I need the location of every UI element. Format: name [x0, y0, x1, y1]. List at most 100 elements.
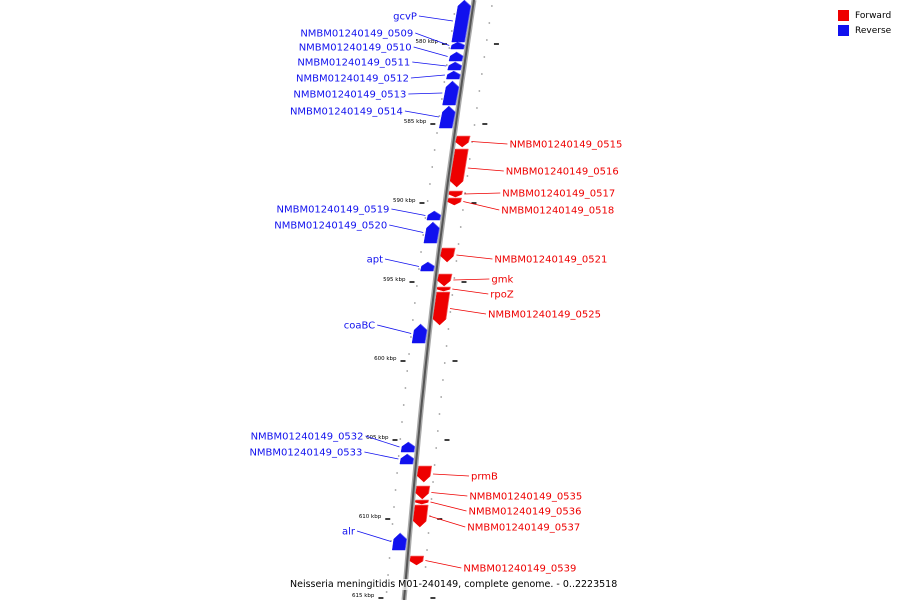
gene-label-NMBM01240149_0518[interactable]: NMBM01240149_0518 — [501, 206, 614, 217]
leader-line — [471, 141, 508, 145]
gene-label-NMBM01240149_0533[interactable]: NMBM01240149_0533 — [249, 448, 362, 459]
gene-arrow-highlight — [439, 273, 453, 281]
gene-label-NMBM01240149_0525[interactable]: NMBM01240149_0525 — [488, 310, 601, 321]
gene-arrow-alr[interactable] — [392, 532, 408, 551]
gene-label-NMBM01240149_0537[interactable]: NMBM01240149_0537 — [467, 523, 580, 534]
gene-arrow-highlight — [448, 197, 463, 202]
gene-arrow-NMBM01240149_0535[interactable] — [415, 485, 431, 500]
gene-arrow-highlight — [410, 555, 425, 562]
gene-arrow-apt[interactable] — [420, 261, 435, 272]
gene-arrow-gmk[interactable] — [437, 273, 453, 287]
gene-label-prmB[interactable]: prmB — [471, 472, 498, 483]
gene-arrow-highlight — [399, 532, 408, 551]
gene-label-NMBM01240149_0513[interactable]: NMBM01240149_0513 — [293, 90, 406, 101]
gene-label-gmk[interactable]: gmk — [491, 275, 513, 286]
leader-line — [412, 61, 447, 67]
gene-arrow-highlight — [457, 135, 471, 143]
gene-label-NMBM01240149_0536[interactable]: NMBM01240149_0536 — [468, 507, 581, 518]
gene-label-NMBM01240149_0535[interactable]: NMBM01240149_0535 — [469, 492, 582, 503]
leader-line — [389, 224, 424, 233]
gene-arrow-NMBM01240149_0517[interactable] — [448, 190, 464, 198]
gene-label-NMBM01240149_0519[interactable]: NMBM01240149_0519 — [276, 205, 389, 216]
leader-line — [431, 492, 468, 497]
gene-arrow-NMBM01240149_0521[interactable] — [440, 247, 456, 263]
gene-label-NMBM01240149_0515[interactable]: NMBM01240149_0515 — [509, 140, 622, 151]
gene-label-NMBM01240149_0521[interactable]: NMBM01240149_0521 — [494, 255, 607, 266]
gene-arrow-NMBM01240149_0514[interactable] — [438, 105, 456, 129]
gene-arrow-NMBM01240149_0520[interactable] — [423, 221, 440, 244]
scale-tick-label: 580 kbp — [416, 39, 439, 45]
gene-label-NMBM01240149_0520[interactable]: NMBM01240149_0520 — [274, 221, 387, 232]
gene-label-NMBM01240149_0539[interactable]: NMBM01240149_0539 — [463, 564, 576, 575]
leader-line — [425, 560, 462, 569]
leader-line — [408, 92, 443, 95]
gene-arrow-NMBM01240149_0539[interactable] — [409, 555, 425, 566]
gene-arrow-highlight — [408, 441, 416, 453]
gene-arrow-rpoZ[interactable] — [436, 286, 451, 292]
gene-features — [392, 0, 472, 566]
gene-arrow-NMBM01240149_0536[interactable] — [415, 499, 429, 505]
leader-line — [429, 515, 466, 528]
scale-tick-label: 585 kbp — [404, 119, 427, 125]
gene-arrow-NMBM01240149_0515[interactable] — [455, 135, 471, 148]
gene-arrow-highlight — [415, 504, 429, 522]
leader-line — [384, 258, 420, 267]
legend-reverse: Reverse — [838, 23, 891, 38]
gene-arrow-NMBM01240149_0532[interactable] — [400, 441, 416, 453]
gene-arrow-NMBM01240149_0525[interactable] — [432, 291, 451, 326]
gene-arrow-prmB[interactable] — [417, 465, 433, 483]
gene-label-alr[interactable]: alr — [342, 527, 356, 538]
scale-tick-label: 615 kbp — [352, 593, 375, 599]
leader-line — [433, 473, 470, 477]
gene-arrow-NMBM01240149_0512[interactable] — [446, 70, 461, 80]
scale-tick-label: 610 kbp — [359, 514, 382, 520]
gene-arrow-highlight — [455, 61, 463, 71]
scale-tick-label: 590 kbp — [393, 198, 416, 204]
gene-arrow-highlight — [442, 247, 456, 257]
gene-label-NMBM01240149_0512[interactable]: NMBM01240149_0512 — [296, 74, 409, 85]
gene-label-NMBM01240149_0510[interactable]: NMBM01240149_0510 — [299, 43, 412, 54]
gene-label-NMBM01240149_0511[interactable]: NMBM01240149_0511 — [297, 58, 410, 69]
leader-line — [430, 501, 467, 512]
gene-arrow-NMBM01240149_0511[interactable] — [447, 61, 463, 71]
gene-arrow-NMBM01240149_0516[interactable] — [449, 148, 469, 188]
gene-label-NMBM01240149_0509[interactable]: NMBM01240149_0509 — [300, 29, 413, 40]
gene-arrow-highlight — [456, 51, 464, 62]
gene-arrow-highlight — [434, 210, 442, 221]
gene-label-coaBC[interactable]: coaBC — [344, 321, 375, 332]
gene-label-gcvP[interactable]: gcvP — [393, 12, 417, 23]
gene-arrow-NMBM01240149_0510[interactable] — [448, 51, 464, 62]
leader-line — [456, 254, 493, 260]
gene-label-NMBM01240149_0516[interactable]: NMBM01240149_0516 — [506, 167, 619, 178]
genome-caption: Neisseria meningitidis M01-240149, compl… — [290, 579, 618, 590]
leader-line — [467, 167, 504, 172]
gene-arrow-NMBM01240149_0518[interactable] — [447, 197, 463, 206]
leader-line — [413, 46, 448, 57]
gene-arrow-NMBM01240149_0537[interactable] — [413, 504, 429, 528]
gene-arrow-NMBM01240149_0519[interactable] — [426, 210, 442, 221]
forward-swatch — [838, 10, 849, 21]
gene-arrow-NMBM01240149_0533[interactable] — [399, 453, 415, 465]
leader-line — [452, 288, 489, 295]
gene-label-rpoZ[interactable]: rpoZ — [490, 290, 514, 301]
gene-arrow-NMBM01240149_0509[interactable] — [450, 41, 466, 50]
gene-arrow-coaBC[interactable] — [411, 323, 428, 344]
gene-arrow-highlight — [437, 286, 452, 290]
gene-arrow-highlight — [416, 485, 431, 494]
gene-arrow-NMBM01240149_0513[interactable] — [442, 80, 460, 106]
gene-arrow-highlight — [407, 453, 415, 465]
leader-line — [377, 324, 412, 334]
gene-label-NMBM01240149_0517[interactable]: NMBM01240149_0517 — [502, 189, 615, 200]
gene-label-NMBM01240149_0532[interactable]: NMBM01240149_0532 — [251, 432, 364, 443]
leader-line — [464, 192, 501, 195]
scale-tick-label: 605 kbp — [366, 435, 389, 441]
gene-label-apt[interactable]: apt — [367, 255, 383, 266]
leader-line — [365, 435, 400, 448]
scale-tick-label: 595 kbp — [383, 277, 406, 283]
reverse-swatch — [838, 25, 849, 36]
gene-arrow-highlight — [436, 291, 451, 320]
scale-tick-label: 600 kbp — [374, 356, 397, 362]
leader-line — [356, 530, 392, 542]
gene-label-NMBM01240149_0514[interactable]: NMBM01240149_0514 — [290, 107, 403, 118]
